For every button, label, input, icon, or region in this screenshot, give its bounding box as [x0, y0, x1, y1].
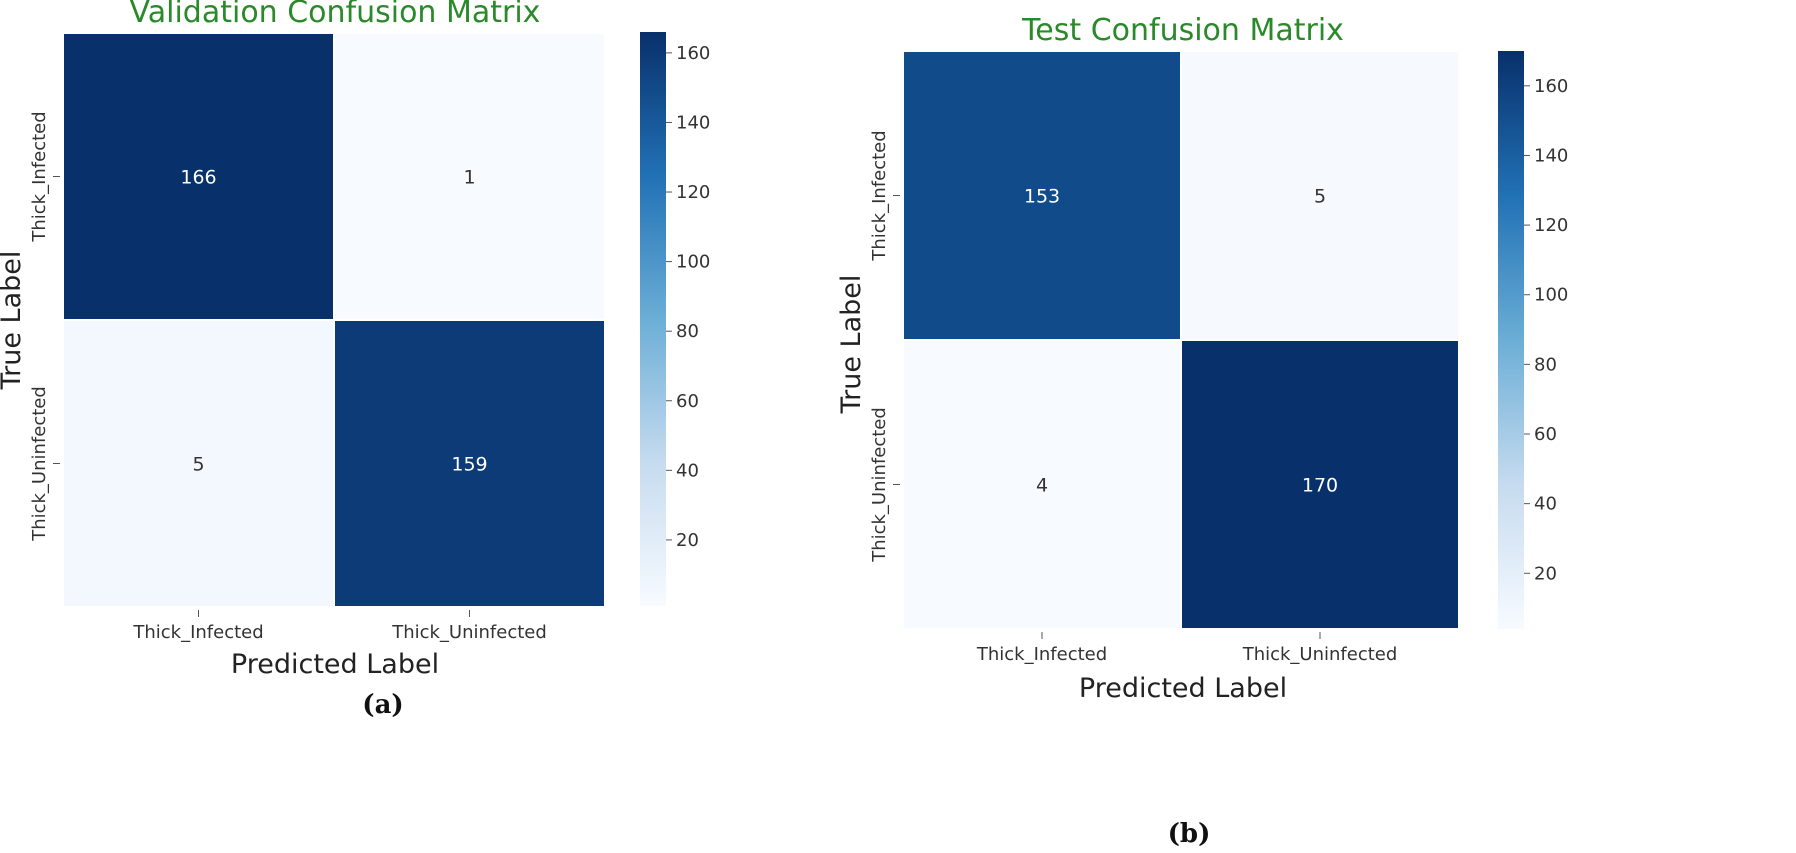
colorbar-b: 20 40 60 80 100 120 140 160 — [1498, 51, 1568, 629]
colorbar-tick-label: 100 — [1534, 285, 1568, 306]
x-tick-label: Thick_Infected — [132, 622, 263, 643]
cell-value-label: 159 — [451, 454, 487, 476]
colorbar-tick-label: 160 — [1534, 76, 1568, 97]
cell-value-label: 5 — [192, 454, 204, 476]
caption-a: (a) — [362, 690, 403, 720]
heatmap-cell — [902, 50, 1182, 341]
y-tick-label: Thick_Uninfected — [869, 407, 890, 563]
colorbar-gradient — [640, 32, 666, 606]
panel-a: Validation Confusion Matrix 166 1 5 159 Thic… — [0, 0, 710, 720]
colorbar-a: 20 40 60 80 100 120 140 160 — [640, 32, 710, 606]
colorbar-tick-label: 120 — [1534, 215, 1568, 236]
y-tick-label: Thick_Infected — [869, 130, 890, 261]
heatmap-cell — [1180, 339, 1460, 630]
heatmap-a: 166 1 5 159 Thick_Infected Thick_Uninfected Th… — [29, 32, 606, 643]
cell-value-label: 166 — [180, 167, 216, 189]
cell-value-label: 153 — [1024, 186, 1060, 208]
colorbar-tick-label: 60 — [676, 391, 699, 412]
colorbar-tick-label: 120 — [676, 182, 710, 203]
heatmap-cell — [333, 32, 606, 321]
cell-value-label: 4 — [1036, 475, 1048, 497]
heatmap-cell — [62, 32, 335, 321]
panel-b: Test Confusion Matrix 153 5 4 170 Thick_Infe… — [836, 13, 1568, 849]
y-tick-label: Thick_Uninfected — [29, 386, 50, 542]
colorbar-tick-label: 140 — [1534, 145, 1568, 166]
x-tick-label: Thick_Infected — [976, 644, 1107, 665]
x-tick-label: Thick_Uninfected — [1242, 644, 1398, 665]
y-tick-label: Thick_Infected — [29, 111, 50, 242]
colorbar-tick-label: 140 — [676, 112, 710, 133]
colorbar-tick-label: 40 — [676, 460, 699, 481]
colorbar-tick-label: 80 — [1534, 354, 1557, 375]
colorbar-tick-label: 20 — [1534, 563, 1557, 584]
caption-b: (b) — [1168, 819, 1211, 849]
colorbar-tick-label: 160 — [676, 43, 710, 64]
colorbar-tick-label: 60 — [1534, 424, 1557, 445]
heatmap-cell — [62, 319, 335, 608]
heatmap-cell — [902, 339, 1182, 630]
cell-value-label: 1 — [463, 167, 475, 189]
x-axis-label-b: Predicted Label — [1079, 673, 1287, 704]
colorbar-tick-label: 40 — [1534, 494, 1557, 515]
y-axis-label-a: True Label — [0, 251, 27, 391]
x-tick-label: Thick_Uninfected — [391, 622, 547, 643]
colorbar-tick-label: 100 — [676, 252, 710, 273]
heatmap-b: 153 5 4 170 Thick_Infected Thick_Uninfected Th… — [869, 50, 1460, 665]
x-axis-label-a: Predicted Label — [231, 649, 439, 680]
heatmap-cell — [333, 319, 606, 608]
chart-title-b: Test Confusion Matrix — [1021, 13, 1344, 48]
chart-title-a: Validation Confusion Matrix — [130, 0, 541, 30]
colorbar-tick-label: 80 — [676, 321, 699, 342]
cell-value-label: 170 — [1302, 475, 1338, 497]
colorbar-tick-label: 20 — [676, 530, 699, 551]
colorbar-gradient — [1498, 51, 1524, 629]
y-axis-label-b: True Label — [836, 275, 867, 415]
cell-value-label: 5 — [1314, 186, 1326, 208]
